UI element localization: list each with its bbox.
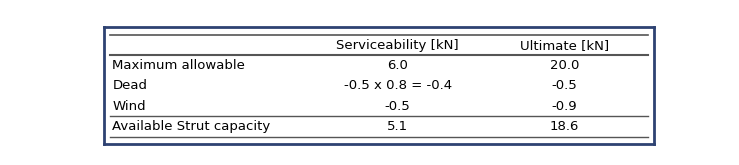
Text: 6.0: 6.0 [387,59,408,72]
Text: 5.1: 5.1 [387,120,408,133]
Text: Available Strut capacity: Available Strut capacity [112,120,270,133]
Text: -0.9: -0.9 [551,100,577,113]
Text: -0.5 x 0.8 = -0.4: -0.5 x 0.8 = -0.4 [344,79,452,92]
Text: 18.6: 18.6 [550,120,579,133]
Text: Dead: Dead [112,79,147,92]
Text: Serviceability [kN]: Serviceability [kN] [336,39,459,52]
Text: 20.0: 20.0 [550,59,579,72]
Text: Maximum allowable: Maximum allowable [112,59,245,72]
Text: -0.5: -0.5 [551,79,577,92]
Text: Ultimate [kN]: Ultimate [kN] [520,39,609,52]
Text: -0.5: -0.5 [385,100,410,113]
Text: Wind: Wind [112,100,146,113]
